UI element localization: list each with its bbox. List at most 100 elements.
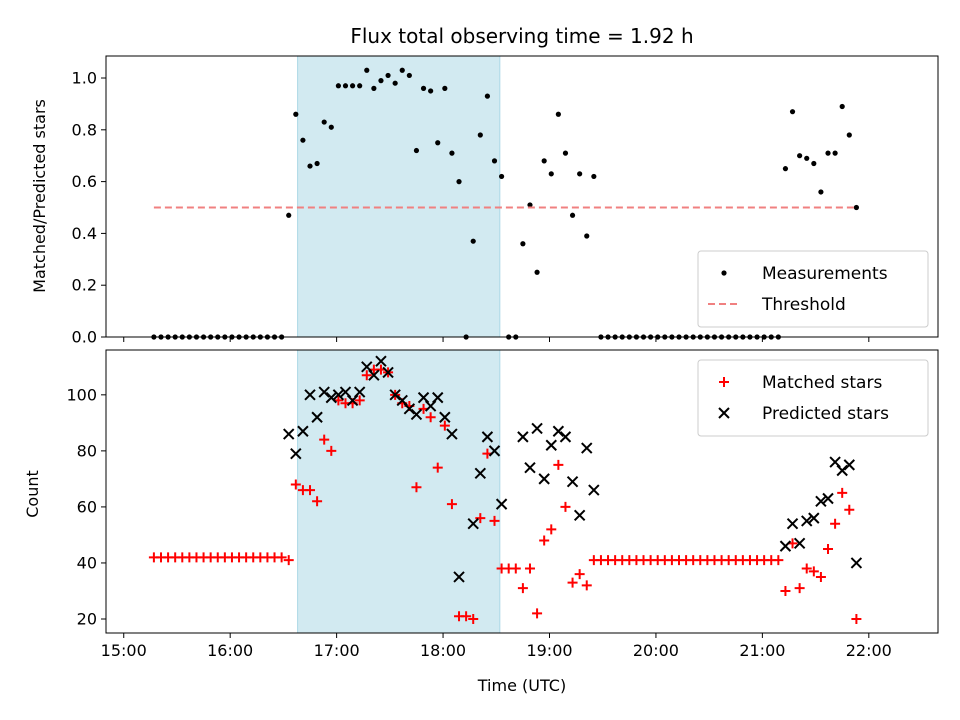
bottom-legend-label-1: Predicted stars [762,404,889,424]
bottom-series0-point-88 [773,555,784,566]
top-series0-point-93 [811,160,817,167]
bottom-series0-point-25 [326,445,337,456]
bottom-series1-point-22 [439,411,451,423]
bottom-series0-point-48 [489,515,500,526]
bottom-series0-point-94 [815,571,826,582]
top-series0-point-22 [307,163,313,169]
bottom-series1-point-15 [389,389,401,401]
top-series0-point-61 [584,233,590,239]
bottom-axes-frame [105,349,939,634]
bottom-series1-point-50 [843,459,856,471]
top-series0-point-24 [321,119,327,125]
bottom-y-tick-label-0: 20 [77,609,97,628]
top-series0-point-30 [364,67,370,73]
bottom-series1-point-51 [850,557,863,569]
bottom-series1-point-30 [517,431,529,443]
bottom-series0-point-56 [546,524,557,535]
bottom-series1-point-43 [793,537,806,550]
bottom-legend-marker-0 [719,377,729,387]
top-y-tick-label-5: 1.0 [72,69,97,88]
bottom-series1-point-41 [779,540,792,552]
top-series0-point-96 [832,150,838,156]
top-panel-ratio: 0.0 0.2 0.4 0.6 0.8 1.0 Measurements Threshold [72,55,939,347]
bottom-legend-label-0: Matched stars [762,373,882,393]
bottom-legend-marker-1 [718,407,730,419]
bottom-series0-point-46 [475,513,486,524]
top-legend: Measurements Threshold [697,250,929,328]
bottom-series0-point-91 [794,583,805,594]
bottom-series1-point-3 [304,389,316,401]
top-series0-point-94 [818,189,824,195]
x-tick-label-6: 21:00 [739,641,785,660]
top-series0-point-20 [293,111,299,117]
bottom-series1-point-2 [297,425,309,437]
bottom-series0-point-93 [808,566,819,577]
top-y-tick-label-2: 0.4 [72,224,97,243]
bottom-series0-point-92 [801,563,812,574]
top-series0-point-42 [449,150,455,156]
bottom-series1-point-39 [581,442,593,454]
top-series0-point-43 [456,179,462,185]
bottom-series0-point-97 [837,487,848,498]
bottom-legend-box [697,359,929,437]
bottom-series0-point-44 [461,611,472,622]
bottom-y-tick-label-2: 60 [77,497,97,516]
top-series0-point-92 [804,155,810,161]
top-series0-point-48 [491,158,498,164]
bottom-panel-counts: 20 40 60 80 100 15:00 16:00 17:00 18:00 19:00 20:0… [66,349,939,660]
bottom-series0-point-45 [468,613,479,624]
top-y-tick-label-0: 0.0 [72,328,97,347]
bottom-series0-point-61 [581,580,592,591]
bottom-series1-point-44 [801,515,813,527]
top-series0-point-25 [328,124,334,130]
x-tick-label-0: 15:00 [101,641,147,660]
top-series0-point-32 [378,78,384,84]
bottom-series0-point-55 [539,535,550,546]
bottom-series0-point-60 [574,569,585,580]
bottom-series1-point-35 [552,425,565,437]
top-series0-point-99 [853,204,859,211]
top-legend-label-1: Threshold [761,295,846,315]
bottom-series0-point-99 [851,613,862,624]
top-series0-point-57 [555,111,561,117]
bottom-series1-point-28 [488,445,501,457]
bottom-series1-point-25 [467,518,479,530]
bottom-series0-point-53 [524,563,535,574]
bottom-series1-point-18 [410,408,423,421]
top-series0-point-91 [797,153,803,159]
top-series0-point-54 [534,269,540,275]
bottom-series1-point-6 [325,391,338,404]
top-series0-point-40 [435,140,441,146]
top-series0-point-45 [470,238,476,244]
bottom-series0-point-59 [567,577,578,588]
top-series0-point-46 [477,132,483,138]
top-series0-point-53 [527,202,533,208]
bottom-series0-point-24 [319,434,330,445]
top-y-tick-label-1: 0.2 [72,276,97,295]
top-series0-point-27 [342,83,349,89]
bottom-series1-point-34 [545,439,557,451]
bottom-series1-point-49 [836,464,848,477]
top-y-tick-label-4: 0.8 [72,120,97,139]
bottom-series0-point-58 [560,501,571,512]
bottom-series1-point-46 [815,495,827,508]
top-legend-marker-0 [721,270,727,276]
top-series0-point-41 [442,85,448,91]
bottom-series0-point-51 [510,563,521,574]
bottom-series1-point-36 [559,431,572,443]
bottom-series0-point-30 [361,370,372,381]
bottom-series1-point-23 [446,428,458,440]
x-tick-label-2: 17:00 [314,641,360,660]
bottom-series0-point-54 [532,608,543,619]
bottom-series1-point-1 [290,447,302,460]
top-series0-point-49 [498,173,505,180]
bottom-series0-point-96 [830,518,841,529]
x-tick-label-3: 18:00 [420,641,466,660]
top-series0-point-89 [782,166,789,172]
bottom-series1-point-37 [566,475,579,488]
bottom-series0-point-19 [283,555,294,566]
bottom-series0-point-20 [290,479,301,490]
bottom-legend: Matched stars Predicted stars [697,359,929,437]
bottom-series1-point-42 [786,518,799,530]
